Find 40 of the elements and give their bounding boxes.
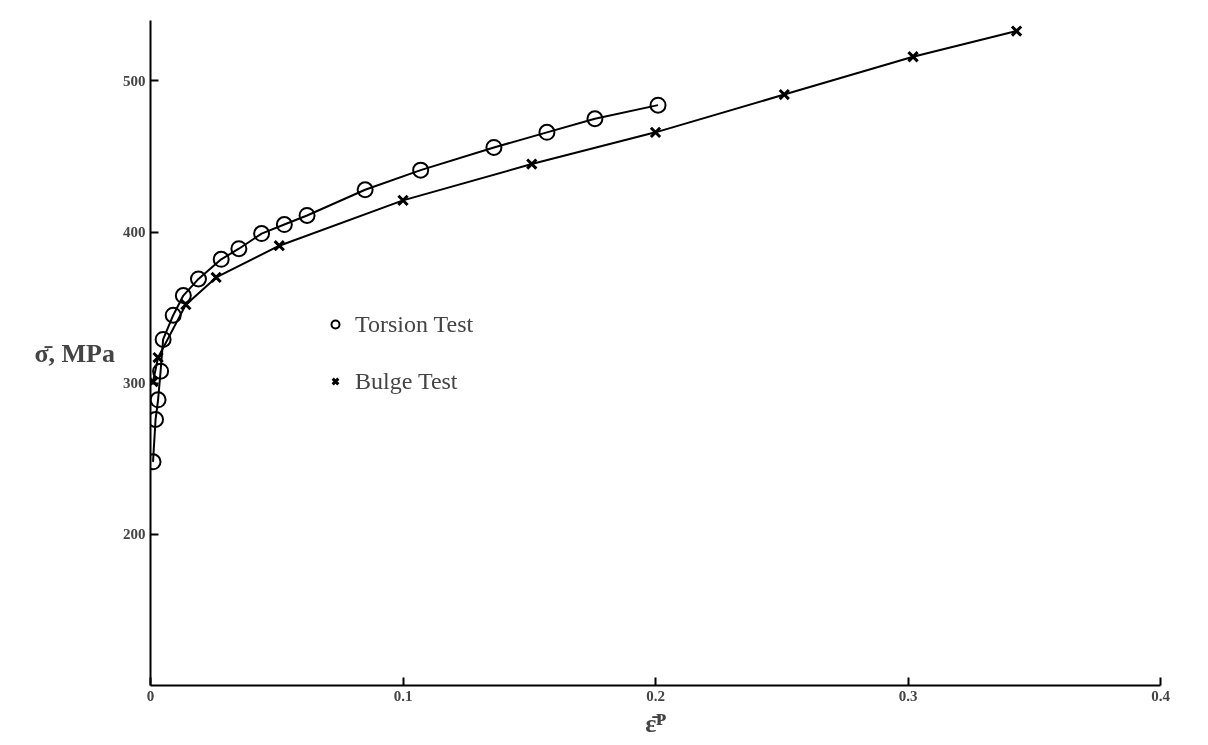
point [778, 88, 791, 101]
x-tick-label: 0.1 [393, 687, 413, 704]
point [649, 126, 662, 139]
point [485, 138, 503, 156]
point [906, 50, 920, 63]
y-tick-label: 400 [123, 224, 146, 241]
point [412, 161, 430, 179]
point [212, 250, 230, 268]
point [150, 391, 167, 409]
point [649, 96, 667, 114]
legend-label: Torsion Test [355, 310, 474, 338]
point [179, 298, 192, 311]
x-tick-label: 0.2 [646, 687, 665, 704]
point [189, 270, 207, 288]
point [174, 287, 192, 305]
x-tick-label: 0.3 [898, 687, 918, 704]
point [230, 240, 248, 258]
point [164, 306, 182, 324]
point [151, 351, 165, 364]
point [356, 181, 374, 199]
point [1010, 24, 1023, 38]
point [538, 123, 556, 141]
y-tick-label: 200 [123, 526, 146, 543]
point [273, 239, 286, 252]
x-tick-label: 0.4 [1151, 687, 1171, 704]
point [298, 206, 316, 224]
point [525, 157, 538, 171]
x-tick-label: 0 [146, 687, 155, 704]
legend-label: Bulge Test [355, 367, 458, 395]
x-axis-title: ε̄ᴾ [645, 708, 667, 738]
point [396, 194, 410, 207]
y-axis-title: σ̄, MPa [34, 338, 116, 368]
point [154, 330, 172, 348]
point [152, 362, 170, 380]
point [210, 271, 223, 284]
y-tick-label: 500 [123, 72, 146, 89]
point [253, 225, 271, 243]
point [275, 216, 293, 234]
point [586, 110, 604, 128]
y-tick-label: 300 [123, 375, 146, 392]
